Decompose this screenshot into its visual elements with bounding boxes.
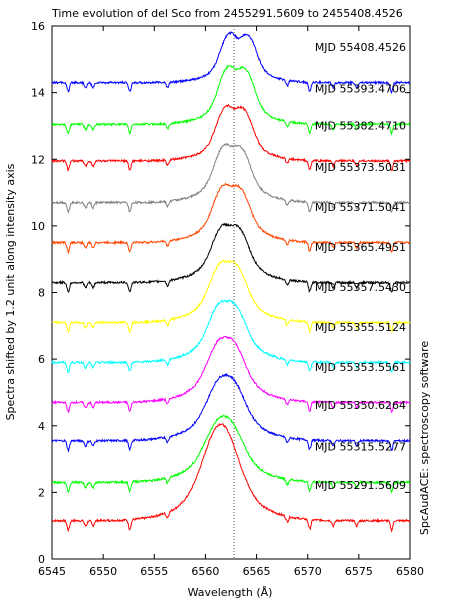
y-tick-label: 10 bbox=[31, 220, 45, 233]
chart-title: Time evolution of del Sco from 2455291.5… bbox=[51, 7, 403, 20]
series-label: MJD 55353.5561 bbox=[315, 361, 406, 374]
series-label: MJD 55373.5031 bbox=[315, 161, 406, 174]
series-label: MJD 55371.5041 bbox=[315, 201, 406, 214]
series-layer bbox=[51, 30, 411, 533]
series-label: MJD 55291.5609 bbox=[315, 479, 406, 492]
y-tick-label: 14 bbox=[31, 87, 45, 100]
series-label: MJD 55393.4706 bbox=[315, 83, 406, 96]
x-tick-label: 6580 bbox=[396, 565, 424, 578]
series-label: MJD 55382.4710 bbox=[315, 119, 406, 132]
series-label: MJD 55350.6264 bbox=[315, 399, 406, 412]
y-tick-label: 8 bbox=[38, 287, 45, 300]
series-label: MJD 55355.5124 bbox=[315, 321, 406, 334]
spectrum-line bbox=[51, 335, 411, 414]
y-axis-label: Spectra shifted by 1.2 unit along intens… bbox=[4, 163, 17, 420]
y-tick-label: 16 bbox=[31, 20, 45, 33]
spectrum-line bbox=[51, 422, 411, 533]
spectrum-line bbox=[51, 142, 411, 214]
spectrum-line bbox=[51, 182, 411, 255]
spectrum-line bbox=[51, 103, 411, 172]
x-tick-label: 6560 bbox=[191, 565, 219, 578]
spectrum-line bbox=[51, 372, 411, 453]
y-tick-label: 4 bbox=[38, 420, 45, 433]
spectrum-line bbox=[51, 64, 411, 136]
series-label: MJD 55357.5430 bbox=[315, 281, 406, 294]
series-label: MJD 55408.4526 bbox=[315, 41, 406, 54]
spectrum-line bbox=[51, 30, 411, 95]
axis-ticks: 6545 6550 6555 6560 6565 6570 6575 6580 0 2 4 6 8 10 1… bbox=[31, 20, 424, 578]
x-tick-label: 6545 bbox=[38, 565, 66, 578]
series-label: MJD 55315.5277 bbox=[315, 441, 406, 454]
series-labels: MJD 55291.5609 MJD 55315.5277 MJD 55350.62… bbox=[315, 41, 406, 492]
software-credit-label: SpcAudACE: spectroscopy software bbox=[418, 341, 431, 535]
spectrum-line bbox=[51, 222, 411, 294]
x-tick-label: 6555 bbox=[140, 565, 168, 578]
spectrum-line bbox=[51, 259, 411, 334]
y-tick-label: 0 bbox=[38, 553, 45, 566]
x-tick-label: 6565 bbox=[243, 565, 271, 578]
x-tick-label: 6550 bbox=[89, 565, 117, 578]
series-label: MJD 55365.4951 bbox=[315, 241, 406, 254]
spectrum-line bbox=[51, 298, 411, 374]
x-tick-label: 6575 bbox=[345, 565, 373, 578]
y-tick-label: 6 bbox=[38, 353, 45, 366]
x-axis-label: Wavelength (Å) bbox=[188, 586, 273, 599]
y-tick-label: 12 bbox=[31, 153, 45, 166]
spectrum-line bbox=[51, 414, 411, 494]
x-tick-label: 6570 bbox=[294, 565, 322, 578]
y-tick-label: 2 bbox=[38, 486, 45, 499]
